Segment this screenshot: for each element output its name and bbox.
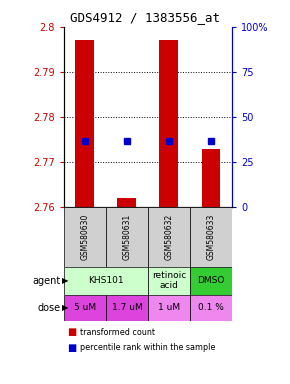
Text: GSM580630: GSM580630 — [80, 214, 89, 260]
Text: 0.1 %: 0.1 % — [198, 303, 224, 312]
Text: ▶: ▶ — [62, 303, 69, 312]
Bar — [106, 295, 148, 321]
Bar — [190, 207, 232, 267]
Bar — [64, 295, 106, 321]
Bar — [148, 267, 190, 295]
Bar — [160, 40, 178, 207]
Text: ■: ■ — [67, 327, 76, 337]
Text: agent: agent — [33, 276, 61, 286]
Text: 5 uM: 5 uM — [74, 303, 96, 312]
Bar — [106, 207, 148, 267]
Bar — [190, 267, 232, 295]
Text: ▶: ▶ — [62, 276, 69, 285]
Bar — [148, 207, 190, 267]
Bar — [117, 198, 136, 207]
Text: 1.7 uM: 1.7 uM — [111, 303, 142, 312]
Bar — [190, 295, 232, 321]
Text: DMSO: DMSO — [197, 276, 225, 285]
Bar — [64, 267, 148, 295]
Text: GSM580632: GSM580632 — [164, 214, 173, 260]
Text: 1 uM: 1 uM — [158, 303, 180, 312]
Bar — [202, 149, 220, 207]
Text: retinoic
acid: retinoic acid — [152, 271, 186, 290]
Bar — [75, 40, 94, 207]
Bar — [64, 207, 106, 267]
Bar — [148, 295, 190, 321]
Text: GDS4912 / 1383556_at: GDS4912 / 1383556_at — [70, 11, 220, 24]
Text: percentile rank within the sample: percentile rank within the sample — [80, 343, 215, 352]
Text: ■: ■ — [67, 343, 76, 353]
Text: KHS101: KHS101 — [88, 276, 124, 285]
Text: transformed count: transformed count — [80, 328, 155, 337]
Text: GSM580633: GSM580633 — [206, 214, 215, 260]
Text: dose: dose — [38, 303, 61, 313]
Text: GSM580631: GSM580631 — [122, 214, 131, 260]
